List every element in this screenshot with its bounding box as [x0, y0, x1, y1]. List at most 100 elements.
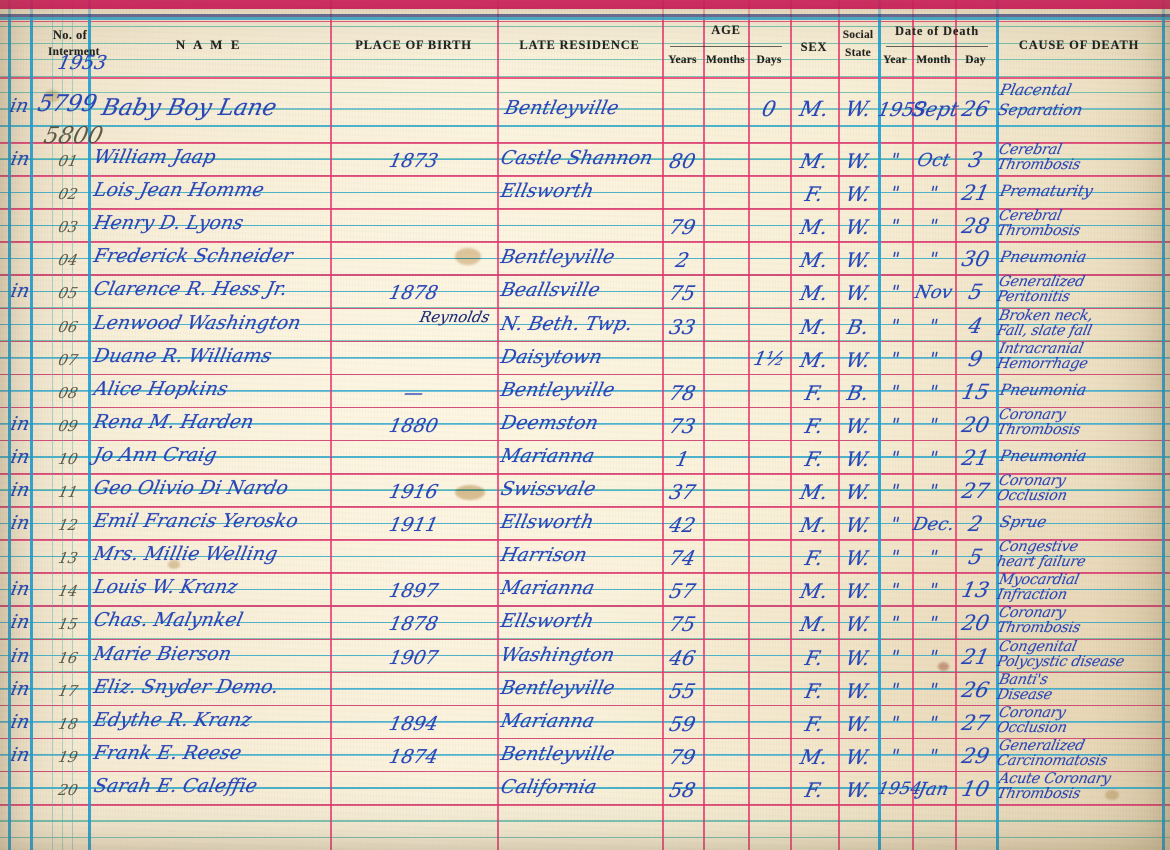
- name-value: Sarah E. Caleffie: [91, 774, 260, 797]
- death-month-value: ": [927, 348, 940, 370]
- late-residence-value: Marianna: [498, 709, 597, 732]
- row-rule: [0, 505, 1170, 508]
- age-years-value: 46: [667, 645, 698, 670]
- death-month-value: ": [927, 447, 940, 469]
- header-dod-group: Date of Death: [895, 24, 979, 38]
- death-month-value: ": [927, 216, 940, 238]
- age-years-value: 57: [667, 579, 698, 604]
- death-year-value: ": [888, 447, 902, 469]
- death-month-value: ": [927, 613, 940, 635]
- cause-line2: Thrombosis: [995, 785, 1082, 802]
- interment-number: 17: [56, 681, 80, 700]
- name-value: Geo Olivio Di Nardo: [91, 477, 291, 499]
- margin-note-in: in: [8, 611, 32, 634]
- interment-number: 15: [56, 615, 80, 634]
- late-residence-value: Castle Shannon: [498, 147, 655, 169]
- cause-line1: Myocardial: [997, 572, 1081, 589]
- death-month-value: ": [927, 646, 940, 668]
- sex-value: M.: [798, 149, 830, 173]
- name-value: Eliz. Snyder Demo.: [91, 675, 281, 698]
- sex-value: M.: [798, 281, 830, 306]
- interment-number: 18: [56, 714, 80, 733]
- name-value: Lois Jean Homme: [91, 179, 267, 202]
- age-years-value: 2: [673, 248, 692, 273]
- row-rule: [0, 820, 1170, 822]
- death-day-value: 20: [959, 412, 992, 437]
- sex-value: M.: [798, 480, 830, 504]
- late-residence-value: Bentleyville: [498, 676, 617, 699]
- row-rule: [0, 439, 1170, 442]
- age-years-value: 79: [667, 744, 698, 769]
- death-year-value: ": [888, 547, 902, 569]
- cause-line1: Broken neck,: [997, 307, 1095, 324]
- cause-line1: Congestive: [997, 539, 1080, 556]
- cause-line2: Thrombosis: [995, 620, 1082, 637]
- header-age-group: AGE: [711, 23, 741, 37]
- header-dod-year: Year: [883, 54, 907, 66]
- header-age-days: Days: [756, 54, 782, 66]
- death-year-value: ": [888, 580, 902, 602]
- cause-line1: Placental: [998, 81, 1074, 99]
- header-sex: SEX: [800, 40, 828, 54]
- row-rule: [0, 141, 1170, 144]
- margin-note-in: in: [8, 148, 32, 170]
- place-of-birth-value: 1894: [387, 712, 441, 735]
- header-age-months: Months: [706, 54, 745, 66]
- interment-number: 09: [56, 416, 80, 435]
- place-of-birth-value: 1897: [387, 580, 441, 603]
- margin-note-in: in: [8, 479, 32, 501]
- age-years-value: 78: [667, 380, 698, 405]
- row-rule: [0, 92, 1170, 94]
- row-rule: [0, 704, 1170, 706]
- name-value: Edythe R. Kranz: [91, 708, 254, 731]
- cause-line2: Separation: [996, 101, 1085, 119]
- row-rule: [0, 638, 1170, 640]
- row-rule: [0, 307, 1170, 310]
- death-month-value: ": [927, 249, 940, 271]
- age-years-value: 73: [667, 413, 698, 438]
- cause-line2: Occlusion: [995, 719, 1069, 736]
- row-rule: [0, 803, 1170, 806]
- death-day-value: 29: [959, 743, 992, 768]
- name-value: Clarence R. Hess Jr.: [91, 278, 290, 301]
- age-years-value: 55: [667, 678, 698, 703]
- death-month-value: Dec.: [910, 514, 957, 536]
- sex-value: M.: [798, 248, 830, 273]
- row-rule: [0, 472, 1170, 475]
- row-rule: [0, 241, 1170, 243]
- sex-value: M.: [798, 744, 830, 769]
- death-month-value: ": [927, 315, 940, 337]
- row-rule: [0, 439, 1170, 442]
- cause-line2: Thrombosis: [995, 157, 1082, 173]
- header-late-residence: LATE RESIDENCE: [519, 38, 640, 52]
- death-year-value: ": [888, 481, 902, 502]
- late-residence-value: Bentleyville: [498, 378, 617, 401]
- age-years-value: 1: [673, 446, 692, 471]
- top-band-navy: [0, 14, 1170, 17]
- death-day-value: 21: [959, 445, 992, 470]
- place-of-birth-value: 1911: [387, 514, 441, 537]
- cause-line2: Infraction: [995, 587, 1069, 604]
- header-age-years: Years: [668, 54, 697, 66]
- death-year-value: ": [888, 381, 902, 403]
- late-residence-value: Bentleyville: [502, 97, 621, 119]
- age-years-value: 59: [667, 711, 698, 736]
- cause-line1: Coronary: [997, 473, 1067, 489]
- row-rule: [0, 77, 1170, 79]
- row-rule: [0, 75, 1170, 77]
- late-residence-value: Bentleyville: [498, 246, 617, 269]
- late-residence-value: Marianna: [498, 577, 597, 600]
- late-residence-value: California: [498, 775, 599, 798]
- row-rule: [0, 208, 1170, 210]
- interment-number: 10: [56, 449, 80, 468]
- death-year-value: ": [888, 679, 902, 701]
- name-value: Frank E. Reese: [91, 741, 244, 764]
- row-rule: [0, 770, 1170, 773]
- top-band-cyan: [0, 17, 1170, 20]
- name-annotation: Reynolds: [418, 307, 492, 326]
- cause-line2: Polycystic disease: [995, 653, 1126, 670]
- late-residence-value: Daisytown: [498, 345, 605, 368]
- row-rule: [0, 605, 1170, 607]
- social-state-value: W.: [843, 579, 873, 604]
- death-month-value: ": [927, 547, 940, 569]
